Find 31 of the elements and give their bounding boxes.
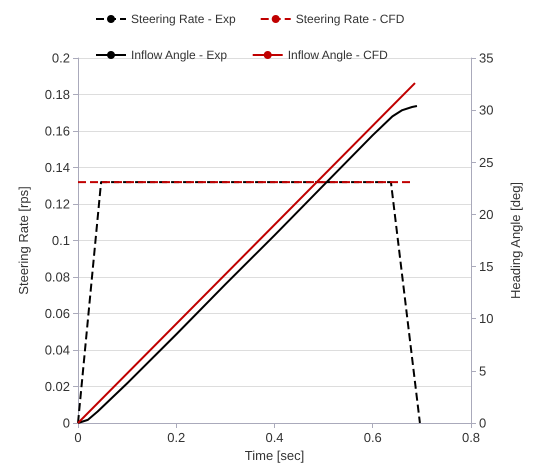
y-tick-label: 0.1 <box>52 233 70 248</box>
y-axis-title: Steering Rate [rps] <box>16 186 31 295</box>
y2-axis-title: Heading Angle [deg] <box>508 182 523 300</box>
x-tick-label: 0.8 <box>462 430 480 445</box>
y2-tick-label: 0 <box>479 416 486 430</box>
y2-tick-label: 5 <box>479 363 486 378</box>
x-axis-title: Time [sec] <box>244 448 304 463</box>
y2-tick-label: 35 <box>479 50 494 66</box>
x-tick-label: 0.4 <box>265 430 284 445</box>
y2-tick-label: 10 <box>479 311 494 326</box>
legend-label: Inflow Angle - Exp <box>131 48 228 62</box>
legend-label: Steering Rate - Exp <box>131 12 236 26</box>
y-tick-label: 0.04 <box>44 342 70 358</box>
y-tick-label: 0 <box>62 416 70 430</box>
y-tick-label: 0.16 <box>44 124 70 138</box>
y2-tick-label: 30 <box>479 102 494 118</box>
y-tick-label: 0.08 <box>44 270 70 284</box>
y-tick-label: 0.06 <box>44 306 70 321</box>
y-tick-label: 0.14 <box>44 160 70 175</box>
y2-tick-label: 20 <box>479 206 494 222</box>
y-tick-label: 0.02 <box>44 379 70 394</box>
y-tick-label: 0.2 <box>52 50 70 66</box>
x-tick-label: 0.2 <box>167 430 186 445</box>
y2-tick-label: 25 <box>479 154 494 170</box>
legend-label: Inflow Angle - CFD <box>288 48 388 62</box>
y-tick-label: 0.12 <box>44 196 70 212</box>
x-tick-label: 0.6 <box>364 430 382 445</box>
y-tick-label: 0.18 <box>44 87 70 102</box>
y2-tick-label: 15 <box>479 259 494 274</box>
legend-label: Steering Rate - CFD <box>296 12 405 26</box>
x-tick-label: 0 <box>74 430 82 445</box>
